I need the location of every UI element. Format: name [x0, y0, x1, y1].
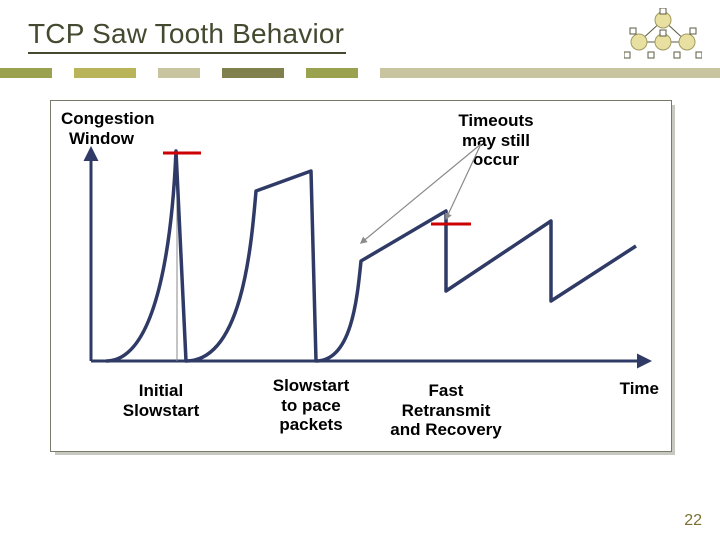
chart-panel: Congestion Window Timeouts may still occ… — [50, 100, 672, 452]
decor-color-bar — [0, 68, 720, 78]
sawtooth-chart — [51, 101, 671, 451]
page-number: 22 — [684, 512, 702, 530]
network-logo — [624, 8, 702, 60]
page-title: TCP Saw Tooth Behavior — [28, 18, 346, 54]
